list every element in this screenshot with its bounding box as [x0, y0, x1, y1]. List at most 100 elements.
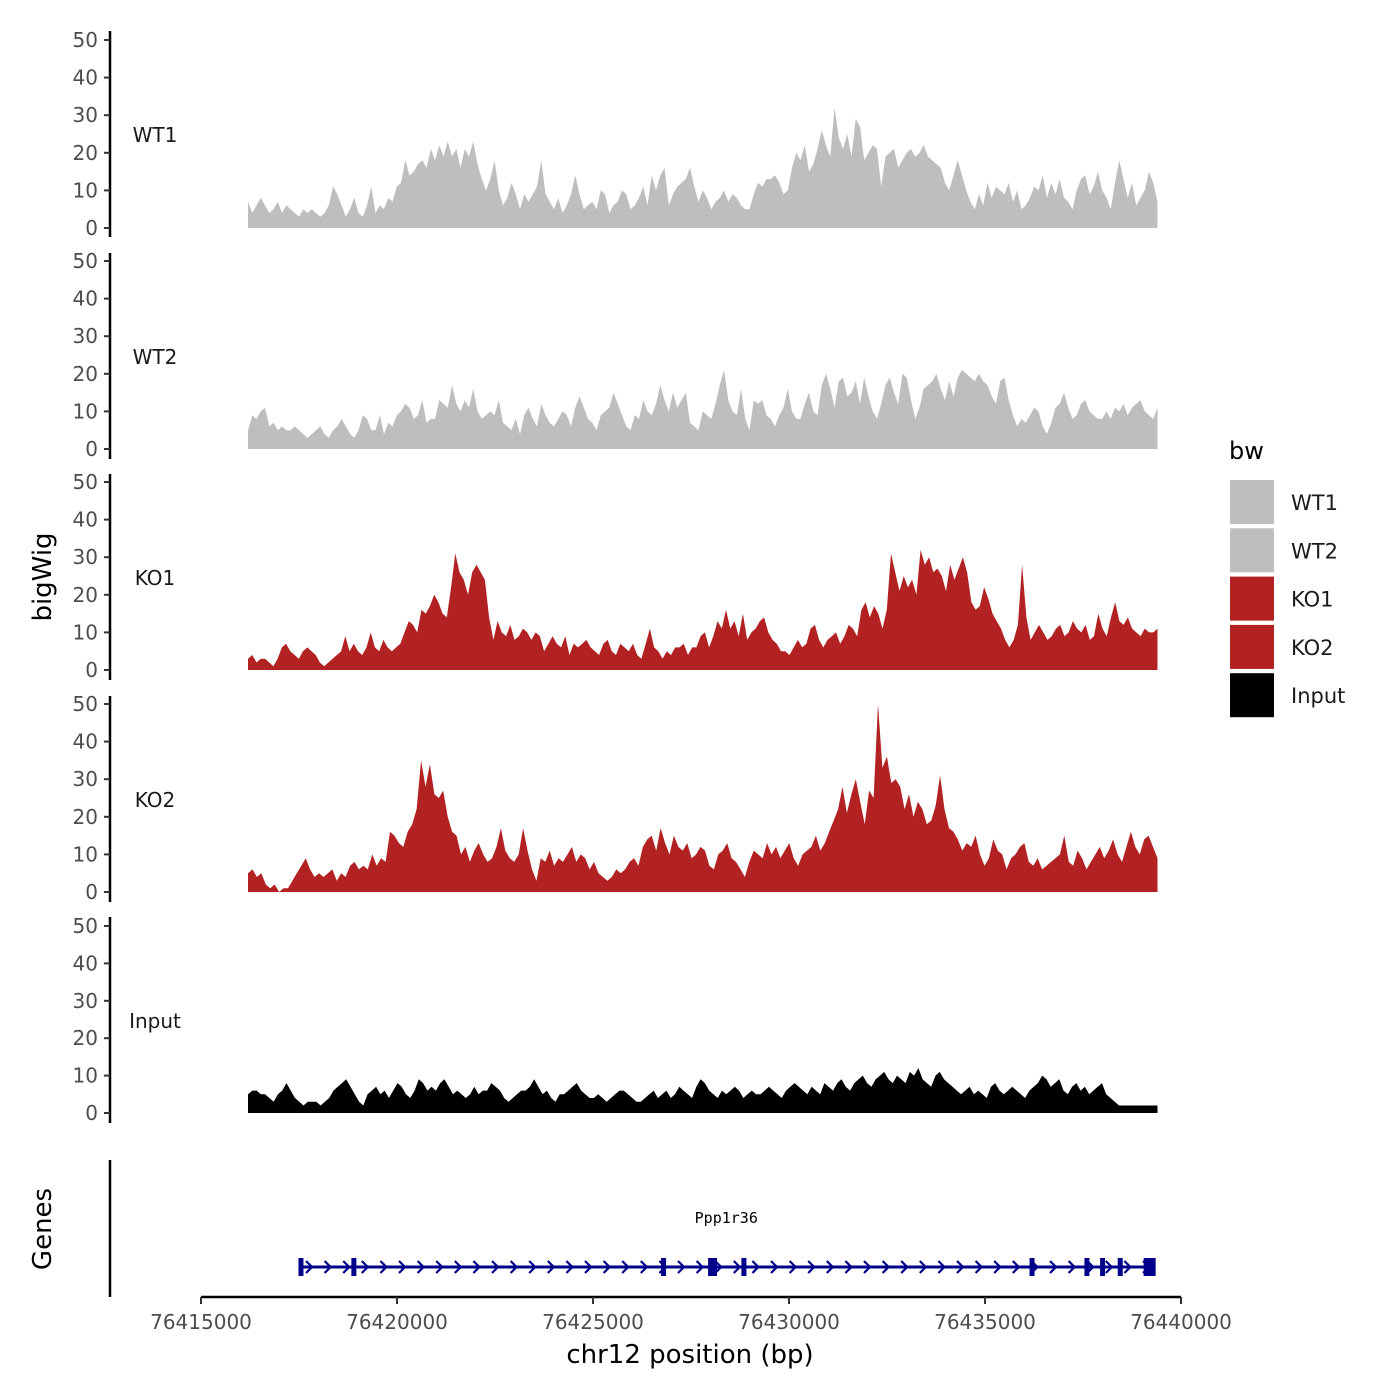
strand-arrow [454, 1260, 463, 1274]
legend-label: WT2 [1291, 539, 1338, 563]
y-tick-label: 0 [85, 216, 98, 240]
track-ko1: 0 10 20 30 40 50 KO1 [73, 470, 1158, 682]
strand-arrow [695, 1260, 705, 1274]
strand-arrow [714, 1260, 723, 1274]
strand-arrow [602, 1260, 612, 1274]
strand-arrow [770, 1260, 779, 1274]
y-tick-label: 10 [73, 620, 98, 644]
exon-block [708, 1258, 714, 1276]
x-tick-label: 76420000 [346, 1310, 448, 1334]
track-label: Input [129, 1009, 181, 1033]
y-tick-label: 30 [73, 767, 98, 791]
area-input [248, 1068, 1158, 1113]
exon-block [712, 1258, 718, 1276]
track-wt1: 0 10 20 30 40 50 WT1 [73, 28, 1158, 240]
legend-key [1230, 480, 1274, 524]
y-tick-label: 20 [73, 1026, 98, 1050]
x-tick-label: 76430000 [738, 1310, 840, 1334]
legend-key [1230, 673, 1274, 718]
strand-arrow [584, 1260, 593, 1274]
exon-block [1117, 1258, 1123, 1276]
strand-arrow [1049, 1260, 1058, 1274]
x-tick-label: 76440000 [1130, 1310, 1232, 1334]
legend-label: KO1 [1291, 588, 1334, 612]
strand-arrow [733, 1260, 742, 1274]
legend-item-ko2: KO2 [1230, 624, 1334, 669]
area-wt2 [248, 370, 1158, 449]
x-tick-label: 76415000 [150, 1310, 252, 1334]
y-tick-label: 10 [73, 178, 98, 202]
y-tick-label: 50 [73, 249, 98, 273]
legend-item-input: Input [1230, 673, 1345, 718]
strand-arrow [547, 1260, 556, 1274]
strand-arrow [621, 1260, 630, 1274]
y-tick-label: 10 [73, 1064, 98, 1088]
strand-arrow [919, 1260, 928, 1274]
strand-arrow [937, 1260, 946, 1274]
exon-block [1029, 1258, 1035, 1276]
genes-axis-title: Genes [28, 1188, 58, 1270]
y-tick-label: 40 [73, 951, 98, 975]
y-tick-label: 10 [73, 842, 98, 866]
strand-arrow [305, 1260, 314, 1274]
strand-arrow [863, 1260, 872, 1274]
y-tick-label: 50 [73, 470, 98, 494]
legend-label: Input [1291, 684, 1345, 708]
strand-arrow [788, 1260, 798, 1274]
y-tick-label: 30 [73, 324, 98, 348]
strand-arrow [565, 1260, 574, 1274]
x-tick-label: 76435000 [934, 1310, 1036, 1334]
strand-arrow [807, 1260, 816, 1274]
track-wt2: 0 10 20 30 40 50 WT2 [73, 249, 1158, 461]
y-tick-label: 50 [73, 28, 98, 52]
y-tick-label: 50 [73, 692, 98, 716]
y-tick-label: 0 [85, 880, 98, 904]
track-label: KO1 [135, 566, 176, 590]
bigwig-tracks: 0 10 20 30 40 50 WT1 0 10 20 30 40 50 WT2 0 10 20 30 40 50 K… [73, 28, 1158, 1125]
exon-block [661, 1258, 667, 1276]
exon-block [1100, 1258, 1106, 1276]
y-tick-label: 10 [73, 399, 98, 423]
strand-arrow [342, 1260, 351, 1274]
track-ko2: 0 10 20 30 40 50 KO2 [73, 692, 1158, 904]
y-tick-label: 40 [73, 508, 98, 532]
exon-block [351, 1258, 357, 1276]
y-tick-label: 30 [73, 989, 98, 1013]
strand-arrow [435, 1260, 444, 1274]
exon-block [1143, 1258, 1156, 1276]
y-tick-label: 40 [73, 287, 98, 311]
legend-key [1230, 624, 1274, 669]
y-tick-label: 20 [73, 362, 98, 386]
strand-arrow [379, 1260, 388, 1274]
track-label: KO2 [135, 788, 176, 812]
exon-block [1084, 1258, 1090, 1276]
strand-arrow [900, 1260, 909, 1274]
strand-arrow [398, 1260, 407, 1274]
strand-arrow [640, 1260, 649, 1274]
y-tick-label: 0 [85, 658, 98, 682]
track-label: WT1 [133, 123, 178, 147]
legend-key [1230, 528, 1274, 573]
strand-arrow [323, 1260, 333, 1274]
strand-arrow [1105, 1260, 1114, 1274]
gene-name: Ppp1r36 [695, 1209, 758, 1227]
legend-title: bw [1229, 437, 1264, 465]
strand-arrow [491, 1260, 500, 1274]
exon-block [741, 1258, 747, 1276]
strand-arrow [881, 1260, 891, 1274]
strand-arrow [472, 1260, 481, 1274]
legend-key [1230, 576, 1274, 621]
strand-arrow [1123, 1260, 1132, 1274]
strand-arrow [993, 1260, 1002, 1274]
strand-arrow [677, 1260, 686, 1274]
legend-item-wt2: WT2 [1230, 528, 1338, 573]
x-tick-label: 76425000 [542, 1310, 644, 1334]
area-ko1 [248, 549, 1158, 670]
strand-arrow [509, 1260, 519, 1274]
area-ko2 [248, 704, 1158, 892]
strand-arrow [416, 1260, 426, 1274]
strand-arrow [826, 1260, 835, 1274]
gene-panel: Ppp1r36 [108, 1160, 1156, 1297]
area-wt1 [248, 107, 1158, 228]
